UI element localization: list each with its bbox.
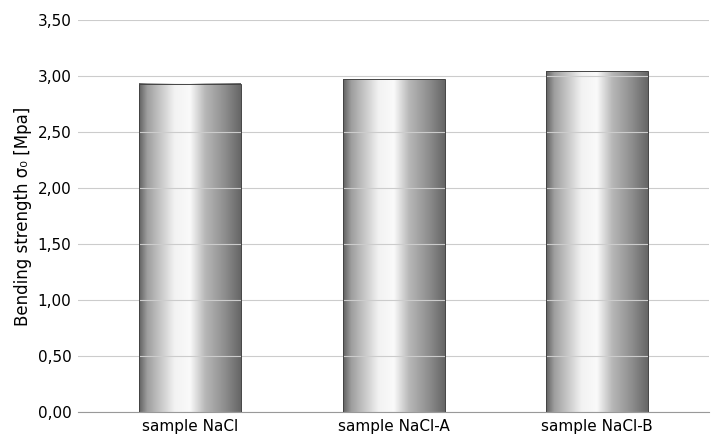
Bar <box>547 71 648 412</box>
Y-axis label: Bending strength σ₀ [Mpa]: Bending strength σ₀ [Mpa] <box>14 107 32 326</box>
Bar <box>343 79 445 412</box>
Bar <box>140 84 241 412</box>
